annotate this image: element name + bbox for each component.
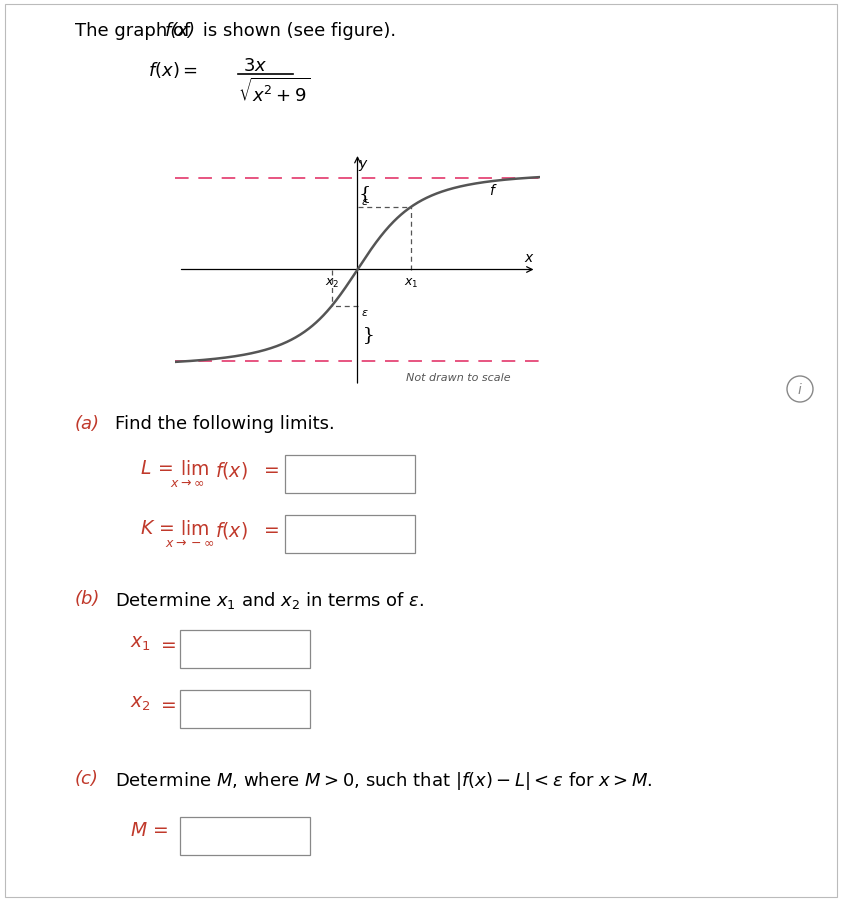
Text: $\varepsilon$: $\varepsilon$: [360, 308, 368, 318]
Text: $=$: $=$: [260, 520, 280, 538]
Text: $f(x) =$: $f(x) =$: [148, 60, 198, 80]
Text: $=$: $=$: [157, 634, 177, 652]
Text: $K\, =$: $K\, =$: [140, 520, 175, 538]
Bar: [285, 456, 415, 493]
Text: $x \to -\infty$: $x \to -\infty$: [165, 537, 215, 549]
Text: (c): (c): [75, 769, 99, 787]
Text: $f$: $f$: [489, 182, 498, 198]
Text: $=$: $=$: [260, 459, 280, 477]
Text: $f(x)$: $f(x)$: [215, 459, 248, 481]
Text: {: {: [359, 325, 371, 343]
Text: $x$: $x$: [524, 251, 535, 264]
Text: f(x): f(x): [165, 22, 196, 40]
Text: $\sqrt{x^2+9}$: $\sqrt{x^2+9}$: [238, 77, 310, 106]
Text: $L\, =$: $L\, =$: [140, 459, 173, 477]
Text: $\lim$: $\lim$: [180, 520, 209, 538]
Text: $=$: $=$: [157, 695, 177, 713]
Bar: [180, 630, 310, 668]
Text: $x_1$: $x_1$: [130, 634, 151, 652]
Text: is shown (see figure).: is shown (see figure).: [197, 22, 396, 40]
Text: Not drawn to scale: Not drawn to scale: [406, 373, 510, 382]
Text: $i$: $i$: [797, 382, 803, 397]
Bar: [285, 515, 415, 554]
Text: $x_2$: $x_2$: [324, 277, 338, 290]
Text: The graph of: The graph of: [75, 22, 196, 40]
Text: $M\, =$: $M\, =$: [130, 821, 168, 839]
Text: (b): (b): [75, 589, 100, 607]
Text: Determine $M$, where $M > 0$, such that $|f(x) - L| < \varepsilon$ for $x > M$.: Determine $M$, where $M > 0$, such that …: [115, 769, 653, 791]
Text: Determine $x_1$ and $x_2$ in terms of $\varepsilon$.: Determine $x_1$ and $x_2$ in terms of $\…: [115, 589, 424, 611]
Text: $\varepsilon$: $\varepsilon$: [360, 197, 368, 207]
Bar: [180, 817, 310, 855]
Text: $x_1$: $x_1$: [404, 277, 418, 290]
Text: $x \to \infty$: $x \to \infty$: [170, 476, 205, 490]
Text: Find the following limits.: Find the following limits.: [115, 415, 335, 433]
Text: (a): (a): [75, 415, 100, 433]
Bar: [180, 690, 310, 728]
Text: $x_2$: $x_2$: [130, 695, 151, 713]
Text: $y$: $y$: [358, 158, 369, 172]
Text: $f(x)$: $f(x)$: [215, 520, 248, 540]
Text: $3x$: $3x$: [243, 57, 267, 75]
Text: $\lim$: $\lim$: [180, 459, 209, 478]
Text: {: {: [359, 184, 371, 202]
